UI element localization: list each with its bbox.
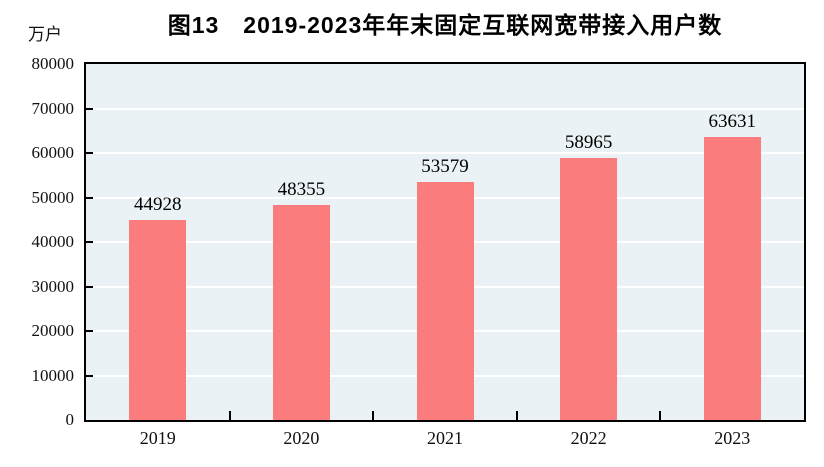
x-axis-tick xyxy=(659,411,662,420)
y-axis-tick-label: 0 xyxy=(65,410,75,429)
bar xyxy=(703,136,761,420)
plot-area: 44928 48355 53579 58965 63631 xyxy=(84,62,806,422)
y-axis-tick xyxy=(86,107,93,110)
bar-value-label: 48355 xyxy=(277,178,326,200)
bar xyxy=(129,220,187,420)
bar-value-label: 44928 xyxy=(134,194,182,216)
chart-title: 图13 2019-2023年年末固定互联网宽带接入用户数 xyxy=(167,12,723,38)
y-axis-tick xyxy=(86,241,93,243)
bar xyxy=(416,181,474,420)
x-axis-tick-label: 2019 xyxy=(139,428,176,448)
y-axis-tick xyxy=(86,330,93,332)
x-axis-tick-label: 2020 xyxy=(283,428,320,448)
y-axis-tick-label: 50000 xyxy=(31,187,75,207)
x-axis-tick xyxy=(372,411,375,420)
bar xyxy=(560,157,618,420)
y-axis-tick xyxy=(86,152,93,154)
gridline xyxy=(86,152,804,154)
y-axis-unit-label: 万户 xyxy=(28,25,62,44)
y-axis-tick-label: 10000 xyxy=(31,365,75,385)
y-axis-tick-label: 70000 xyxy=(31,98,75,118)
y-axis-tick xyxy=(86,196,93,199)
x-axis-tick-label: 2021 xyxy=(427,428,463,448)
gridline xyxy=(86,107,804,110)
bar-value-label: 63631 xyxy=(708,110,756,132)
y-axis-tick-label: 30000 xyxy=(31,276,75,296)
x-axis-tick xyxy=(515,411,518,420)
bar xyxy=(272,204,330,420)
y-axis-tick-label: 40000 xyxy=(31,232,75,251)
x-axis-tick-label: 2022 xyxy=(570,428,607,448)
y-axis-tick xyxy=(86,374,93,377)
y-axis-tick-label: 80000 xyxy=(31,54,75,73)
x-axis-tick-label: 2023 xyxy=(714,428,751,448)
y-axis-tick xyxy=(86,285,93,288)
y-axis-tick-label: 60000 xyxy=(31,143,75,162)
y-axis-tick-label: 20000 xyxy=(31,321,75,340)
x-axis-tick xyxy=(228,411,231,420)
bar-value-label: 58965 xyxy=(564,131,613,153)
bar-value-label: 53579 xyxy=(421,155,469,177)
